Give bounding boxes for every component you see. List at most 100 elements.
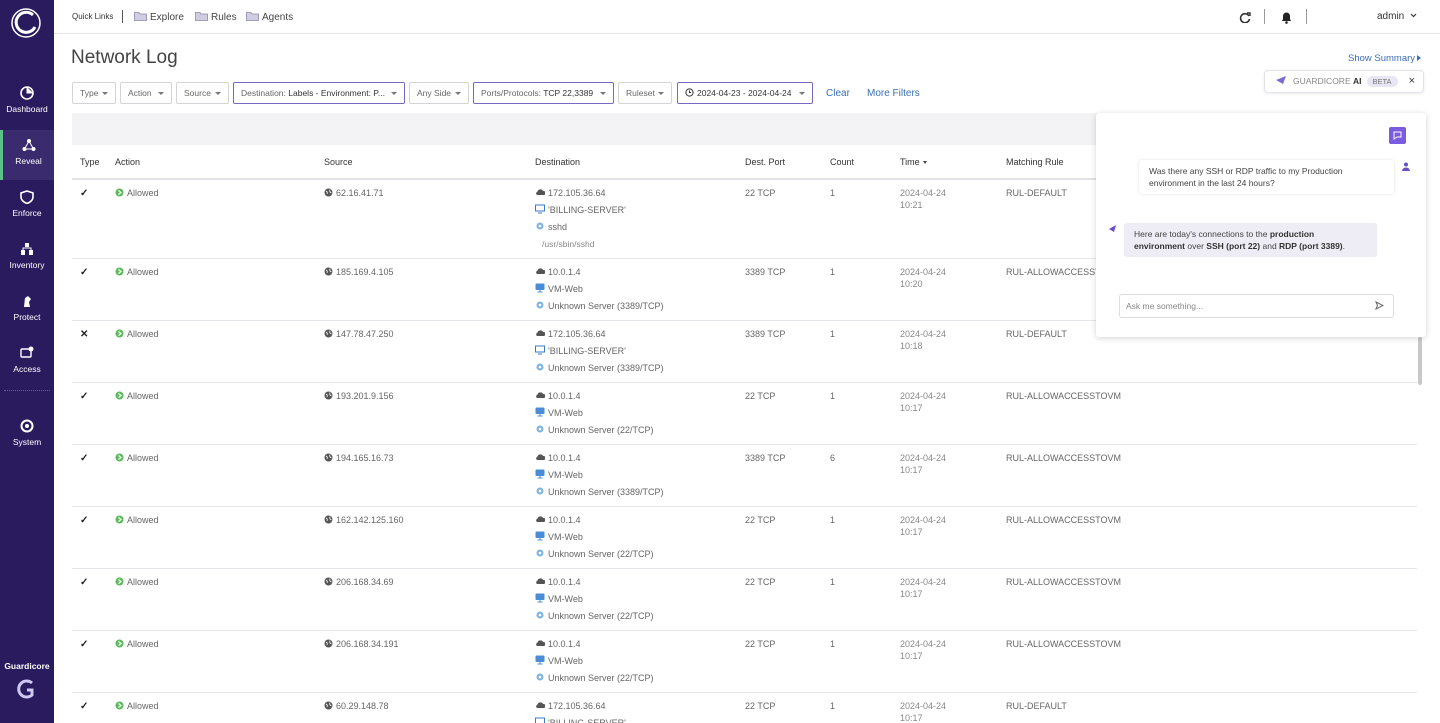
time: 10:20 — [900, 278, 946, 290]
column-header[interactable]: Dest. Port — [745, 154, 785, 171]
matching-rule: RUL-ALLOWACCESSTOVM — [1006, 636, 1121, 653]
new-chat-button[interactable] — [1389, 127, 1406, 144]
table-row[interactable]: ✓Allowed193.201.9.15610.0.1.4VM-WebUnkno… — [72, 383, 1417, 445]
scrollbar — [1418, 337, 1422, 385]
column-header[interactable]: Time — [900, 154, 927, 171]
date: 2024-04-24 — [900, 514, 946, 526]
action-cell: Allowed — [115, 574, 159, 591]
filter-chip[interactable]: Action — [120, 82, 172, 104]
action-text: Allowed — [127, 188, 159, 198]
destination-line: 'BILLING-SERVER' — [535, 343, 626, 360]
action-text: Allowed — [127, 639, 159, 649]
filter-chip[interactable]: Source — [176, 82, 229, 104]
source-ip: 62.16.41.71 — [336, 188, 384, 198]
allowed-icon — [115, 329, 124, 338]
source-ip: 185.169.4.105 — [336, 267, 394, 277]
filter-action[interactable]: More Filters — [867, 88, 920, 99]
filter-label: Ports/Protocols: — [481, 88, 541, 98]
bell-icon[interactable] — [1280, 10, 1293, 24]
action-cell: Allowed — [115, 512, 159, 529]
filter-chip[interactable]: Destination: Labels - Environment: P... — [233, 82, 405, 104]
ai-badge-tag: BETA — [1367, 76, 1398, 87]
destination-line: VM-Web — [535, 591, 583, 608]
quick-link[interactable]: Rules — [195, 10, 237, 23]
nav-item[interactable]: Enforce — [0, 182, 54, 232]
nav-item[interactable]: System — [0, 411, 54, 461]
action-cell: Allowed — [115, 388, 159, 405]
source-cell: 147.78.47.250 — [324, 326, 394, 343]
destination-icon — [535, 300, 545, 310]
column-header[interactable]: Count — [830, 154, 854, 171]
destination-line: sshd — [535, 219, 567, 236]
date: 2024-04-24 — [900, 390, 946, 402]
quick-link[interactable]: Explore — [134, 10, 184, 23]
table-row[interactable]: ✓Allowed162.142.125.16010.0.1.4VM-WebUnk… — [72, 507, 1417, 569]
action-text: Allowed — [127, 391, 159, 401]
user-message: Was there any SSH or RDP traffic to my P… — [1139, 160, 1394, 194]
table-row[interactable]: ✓Allowed206.168.34.6910.0.1.4VM-WebUnkno… — [72, 569, 1417, 631]
date: 2024-04-24 — [900, 452, 946, 464]
quick-link[interactable]: Agents — [246, 10, 293, 23]
ai-chat-panel: Was there any SSH or RDP traffic to my P… — [1096, 113, 1426, 337]
filter-chip[interactable]: 2024-04-23 - 2024-04-24 — [677, 82, 813, 104]
count: 1 — [830, 636, 835, 653]
topbar: Quick LinksExploreRulesAgentsadmin — [54, 0, 1440, 34]
nav-label: System — [13, 437, 41, 447]
destination-text: Unknown Server (22/TCP) — [548, 425, 654, 435]
destination-line: Unknown Server (3389/TCP) — [535, 360, 664, 377]
date: 2024-04-24 — [900, 638, 946, 650]
filter-chip[interactable]: Type — [72, 82, 116, 104]
destination-text: VM-Web — [548, 470, 583, 480]
table-row[interactable]: ✓Allowed194.165.16.7310.0.1.4VM-WebUnkno… — [72, 445, 1417, 507]
time: 10:17 — [900, 402, 946, 414]
divider — [1306, 9, 1307, 24]
ai-badge-name: GUARDICORE — [1293, 76, 1351, 86]
destination-line: VM-Web — [535, 653, 583, 670]
nav-item[interactable]: Inventory — [0, 234, 54, 284]
destination-line: 10.0.1.4 — [535, 388, 581, 405]
allowed-icon — [115, 188, 124, 197]
column-header[interactable]: Type — [80, 154, 100, 171]
column-header[interactable]: Action — [115, 154, 140, 171]
user-menu[interactable]: admin — [1377, 11, 1421, 22]
action-cell: Allowed — [115, 326, 159, 343]
nav-label: Inventory — [10, 260, 45, 270]
date: 2024-04-24 — [900, 266, 946, 278]
filter-chip[interactable]: Ports/Protocols: TCP 22,3389 — [473, 82, 614, 104]
ai-message-part: over — [1185, 241, 1206, 251]
refresh-icon[interactable] — [1239, 11, 1251, 23]
chat-input[interactable]: Ask me something... — [1119, 294, 1394, 318]
nav-item[interactable]: Reveal — [0, 130, 54, 180]
source-ip: 194.165.16.73 — [336, 453, 394, 463]
destination-line: 10.0.1.4 — [535, 636, 581, 653]
table-row[interactable]: ✓Allowed60.29.148.78172.105.36.64'BILLIN… — [72, 693, 1417, 723]
filter-chip[interactable]: Any Side — [409, 82, 469, 104]
nav-icon — [20, 242, 34, 256]
filter-chip[interactable]: Ruleset — [618, 82, 672, 104]
action-cell: Allowed — [115, 450, 159, 467]
column-header[interactable]: Destination — [535, 154, 580, 171]
filter-label: Destination: — [241, 88, 286, 98]
column-header[interactable]: Source — [324, 154, 353, 171]
close-button[interactable]: × — [1409, 71, 1415, 92]
destination-line: VM-Web — [535, 281, 583, 298]
action-text: Allowed — [127, 515, 159, 525]
nav-item[interactable]: Dashboard — [0, 78, 54, 128]
destination-icon — [535, 672, 545, 682]
nav-item[interactable]: Access — [0, 338, 54, 388]
quick-link-text: Explore — [150, 12, 184, 23]
filter-action[interactable]: Clear — [826, 88, 850, 99]
column-header[interactable]: Matching Rule — [1006, 154, 1064, 171]
destination-line: Unknown Server (22/TCP) — [535, 670, 654, 687]
table-row[interactable]: ✓Allowed206.168.34.19110.0.1.4VM-WebUnkn… — [72, 631, 1417, 693]
globe-icon — [324, 453, 333, 462]
ai-message-part: RDP (port 3389) — [1279, 241, 1343, 251]
destination-text: VM-Web — [548, 594, 583, 604]
show-summary[interactable]: Show Summary — [1348, 53, 1425, 64]
folder-icon — [134, 10, 147, 21]
ai-message-part: Here are today's connections to the — [1134, 229, 1270, 239]
type-icon: ✓ — [80, 574, 88, 591]
nav-item[interactable]: Protect — [0, 286, 54, 336]
allowed-icon — [115, 577, 124, 586]
destination-icon — [535, 655, 545, 665]
